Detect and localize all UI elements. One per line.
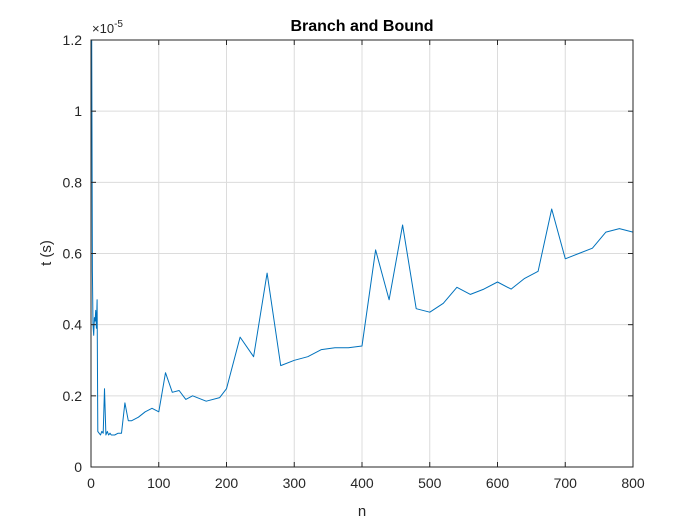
x-axis-label: n xyxy=(358,503,366,520)
x-tick-label: 0 xyxy=(87,475,95,491)
chart-title: Branch and Bound xyxy=(290,18,433,35)
x-tick-label: 100 xyxy=(147,475,171,491)
y-exponent-value: -5 xyxy=(114,19,123,30)
ticks xyxy=(90,39,634,468)
y-tick-label: 1 xyxy=(74,103,82,119)
x-tick-label: 300 xyxy=(283,475,307,491)
x-tick-label: 600 xyxy=(486,475,510,491)
y-tick-labels: 0 0.2 0.4 0.6 0.8 1 1.2 xyxy=(63,32,83,475)
x-tick-labels: 0 100 200 300 400 500 600 700 800 xyxy=(87,475,645,491)
y-tick-label: 0.4 xyxy=(63,317,83,333)
x-tick-label: 700 xyxy=(554,475,578,491)
series-layer xyxy=(91,39,634,436)
y-exponent-label: ×10-5 xyxy=(92,19,123,36)
y-tick-label: 0.6 xyxy=(63,246,83,262)
y-tick-label: 0.2 xyxy=(63,388,83,404)
x-tick-label: 800 xyxy=(621,475,645,491)
y-tick-label: 0 xyxy=(74,459,82,475)
y-tick-label: 0.8 xyxy=(63,174,83,190)
y-tick-label: 1.2 xyxy=(63,32,83,48)
x-tick-label: 500 xyxy=(418,475,442,491)
y-axis-label: t (s) xyxy=(38,240,55,266)
series-line-1 xyxy=(91,39,634,436)
x-tick-label: 200 xyxy=(215,475,239,491)
x-tick-label: 400 xyxy=(350,475,374,491)
y-exponent-prefix: ×10 xyxy=(92,21,114,36)
